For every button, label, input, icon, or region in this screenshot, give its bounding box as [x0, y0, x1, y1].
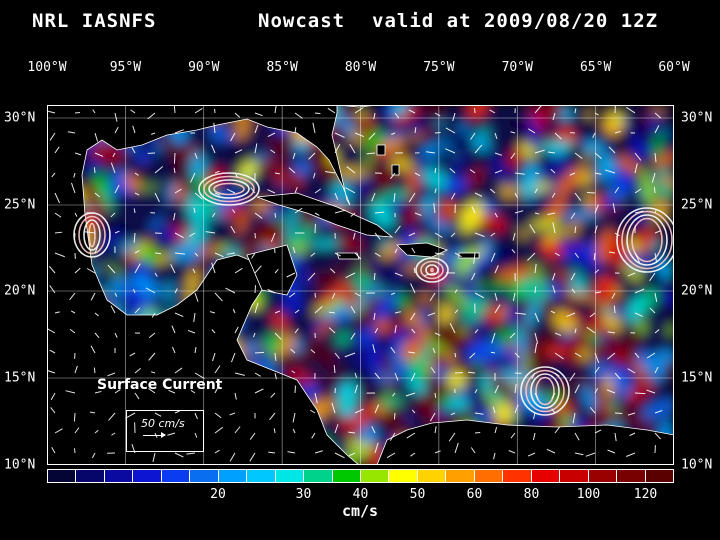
current-vectors: [47, 105, 663, 463]
colorbar-tick-label: 30: [295, 487, 312, 502]
model-title: NRL IASNFS: [32, 10, 157, 32]
colorbar: [47, 469, 674, 483]
land-mask: [47, 105, 674, 465]
colorbar-swatch: [76, 470, 105, 482]
colorbar-tick-label: 20: [210, 487, 226, 502]
longitude-label: 85°W: [266, 60, 298, 75]
longitude-label: 70°W: [501, 60, 533, 75]
colorbar-swatch: [275, 470, 305, 482]
longitude-label: 75°W: [423, 60, 455, 75]
colorbar-swatch: [218, 470, 248, 482]
map-canvas: [47, 105, 674, 465]
colorbar-swatch: [360, 470, 390, 482]
colorbar-swatch: [104, 470, 134, 482]
latitude-label: 20°N: [681, 283, 713, 299]
product-title: Nowcast: [258, 10, 346, 32]
latitude-label: 10°N: [4, 457, 36, 473]
colorbar-swatch: [304, 470, 333, 482]
colorbar-swatch: [332, 470, 361, 482]
colorbar-swatch: [588, 470, 618, 482]
colorbar-swatch: [617, 470, 646, 482]
longitude-label: 90°W: [188, 60, 220, 75]
colorbar-swatch: [531, 470, 561, 482]
longitude-label: 80°W: [344, 60, 377, 75]
valid-time-title: valid at 2009/08/20 12Z: [372, 10, 659, 32]
longitude-label: 65°W: [579, 60, 612, 75]
colorbar-swatch: [560, 470, 589, 482]
colorbar-tick-label: 80: [523, 487, 540, 502]
colorbar-swatch: [161, 470, 191, 482]
colorbar-swatch: [133, 470, 162, 482]
latitude-label: 20°N: [4, 283, 36, 299]
colorbar-tick-label: 40: [352, 487, 369, 502]
colorbar-tick-label: 50: [409, 487, 426, 502]
colorbar-swatch: [389, 470, 418, 482]
colorbar-swatch: [48, 470, 77, 482]
colorbar-tick-label: 120: [633, 487, 658, 502]
colorbar-unit: cm/s: [341, 502, 379, 520]
current-map: [47, 105, 674, 465]
latitude-label: 15°N: [681, 370, 713, 386]
colorbar-swatch: [417, 470, 447, 482]
colorbar-tick-label: 100: [576, 487, 601, 502]
graticule: [47, 105, 674, 465]
longitude-label: 95°W: [109, 60, 142, 75]
colorbar-swatch: [190, 470, 219, 482]
surface-current-label: Surface Current: [97, 377, 223, 393]
latitude-label: 30°N: [681, 110, 713, 126]
longitude-label: 60°W: [658, 60, 690, 75]
reference-vector-box: 50 cm/s: [126, 410, 204, 452]
latitude-label: 15°N: [4, 370, 36, 386]
colorbar-swatch: [503, 470, 532, 482]
reference-arrow-icon: [143, 432, 166, 438]
colorbar-swatch: [247, 470, 276, 482]
latitude-label: 25°N: [4, 197, 36, 213]
latitude-label: 30°N: [4, 110, 36, 126]
colorbar-tick-label: 60: [466, 487, 483, 502]
colorbar-swatch: [474, 470, 504, 482]
longitude-label: 100°W: [27, 60, 67, 75]
latitude-label: 10°N: [681, 457, 713, 473]
colorbar-swatch: [446, 470, 475, 482]
latitude-label: 25°N: [681, 197, 713, 213]
colorbar-swatch: [645, 470, 673, 482]
reference-vector-label: 50 cm/s: [141, 417, 185, 430]
